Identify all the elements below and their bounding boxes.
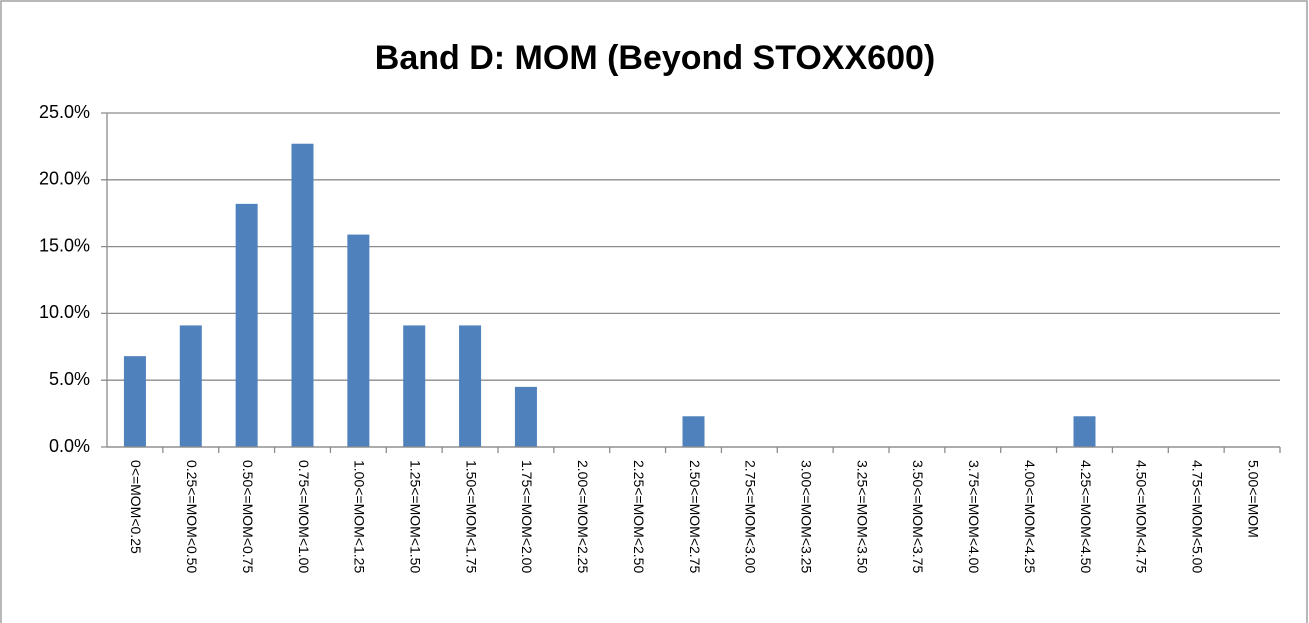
x-tick-label: 2.50<=MOM<2.75 [687, 460, 703, 573]
x-tick-label: 2.25<=MOM<2.50 [631, 460, 647, 573]
x-tick-label: 3.00<=MOM<3.25 [799, 460, 815, 573]
bar [682, 416, 705, 447]
bar [291, 143, 314, 447]
x-tick-label: 5.00<=MOM [1245, 460, 1261, 538]
x-tick-label: 2.75<=MOM<3.00 [743, 460, 759, 573]
bar [179, 325, 202, 447]
y-tick-label: 20.0% [39, 169, 90, 189]
bar [514, 386, 537, 447]
bar [347, 234, 370, 447]
bar [123, 356, 146, 447]
bar [1073, 416, 1096, 447]
x-tick-label: 4.00<=MOM<4.25 [1022, 460, 1038, 573]
y-tick-label: 10.0% [39, 302, 90, 322]
bar [403, 325, 426, 447]
bar [459, 325, 482, 447]
x-tick-label: 0.50<=MOM<0.75 [240, 460, 256, 573]
y-tick-label: 25.0% [39, 102, 90, 122]
y-tick-label: 5.0% [49, 369, 90, 389]
x-tick-label: 1.25<=MOM<1.50 [408, 460, 424, 573]
x-tick-label: 3.75<=MOM<4.00 [966, 460, 982, 573]
bar [235, 203, 258, 447]
x-tick-label: 0.25<=MOM<0.50 [184, 460, 200, 573]
x-tick-label: 0.75<=MOM<1.00 [296, 460, 312, 573]
chart-title: Band D: MOM (Beyond STOXX600) [375, 39, 935, 77]
x-tick-label: 4.25<=MOM<4.50 [1078, 460, 1094, 573]
x-tick-label: 1.00<=MOM<1.25 [352, 460, 368, 573]
x-tick-label: 3.50<=MOM<3.75 [910, 460, 926, 573]
x-tick-label: 3.25<=MOM<3.50 [854, 460, 870, 573]
y-tick-label: 15.0% [39, 235, 90, 255]
y-tick-label: 0.0% [49, 436, 90, 456]
x-tick-label: 1.75<=MOM<2.00 [519, 460, 535, 573]
x-tick-label: 0<=MOM<0.25 [128, 460, 144, 554]
x-tick-label: 1.50<=MOM<1.75 [463, 460, 479, 573]
x-tick-label: 4.75<=MOM<5.00 [1190, 460, 1206, 573]
x-tick-label: 4.50<=MOM<4.75 [1134, 460, 1150, 573]
x-tick-label: 2.00<=MOM<2.25 [575, 460, 591, 573]
